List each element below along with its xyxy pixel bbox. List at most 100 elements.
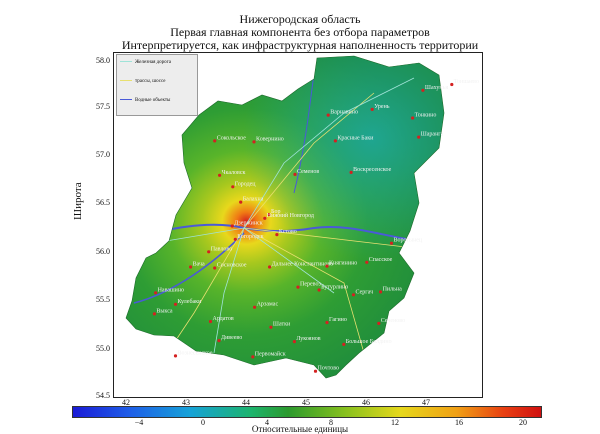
city-dot xyxy=(450,82,454,87)
city-dot xyxy=(417,135,421,139)
y-tick: 55.0 xyxy=(96,344,110,353)
x-tick: 43 xyxy=(182,398,190,407)
city-dot xyxy=(233,237,237,241)
city-dot xyxy=(154,291,158,295)
map-subtitle: Первая главная компонента без отбора пар… xyxy=(170,25,430,39)
city-label: Выкса xyxy=(156,308,173,314)
y-tick: 56.5 xyxy=(96,198,110,207)
city-dot xyxy=(218,173,222,177)
x-tick: 47 xyxy=(422,398,430,407)
colorbar xyxy=(72,406,542,418)
city-dot xyxy=(230,224,234,228)
colorbar-tick: 0 xyxy=(201,418,205,427)
city-label: Бор xyxy=(271,209,280,215)
city-dot xyxy=(421,88,425,92)
city-dot xyxy=(268,265,272,269)
region-heatmap: Тоншаево Шахунья Урень Варнавино Тонкино Шара… xyxy=(125,55,479,379)
city-label: Вознесенское xyxy=(178,350,213,356)
city-dot xyxy=(213,139,217,143)
city-label: Чкаловск xyxy=(222,170,246,176)
city-dot xyxy=(217,339,221,343)
city-label: Перевоз xyxy=(300,282,321,288)
region-border xyxy=(125,55,445,379)
city-label: Почтово xyxy=(318,366,340,372)
x-tick: 42 xyxy=(122,398,130,407)
city-label: Богородск xyxy=(237,234,263,240)
city-label: Варнавино xyxy=(330,110,358,116)
city-dot xyxy=(377,321,381,325)
city-label: Лукоянов xyxy=(296,336,320,342)
city-label: Тонкино xyxy=(415,113,437,119)
map-description: Интерпретируется, как инфраструктурная н… xyxy=(121,38,479,52)
city-label: Княгинино xyxy=(329,261,357,267)
city-dot xyxy=(269,325,273,329)
city-label: Сергач xyxy=(356,289,374,295)
city-label: Воротынец xyxy=(394,238,423,244)
y-tick: 58.0 xyxy=(96,56,110,65)
city-dot xyxy=(313,369,318,373)
colorbar-tick: 8 xyxy=(329,418,333,427)
city-dot xyxy=(351,293,356,297)
city-label: Первомайск xyxy=(255,350,286,357)
city-label: Балахна xyxy=(243,197,264,203)
city-label: Урень xyxy=(374,104,390,110)
city-dot xyxy=(379,290,383,294)
city-label: Тоншаево xyxy=(454,79,479,85)
x-tick: 46 xyxy=(362,398,370,407)
city-dot xyxy=(389,241,394,245)
city-dot xyxy=(267,212,271,217)
city-dot xyxy=(263,216,267,220)
city-label: Ардатов xyxy=(213,316,234,322)
city-label: Шахунья xyxy=(425,85,448,91)
x-tick: 44 xyxy=(242,398,250,407)
city-dot xyxy=(365,260,369,264)
y-tick: 56.0 xyxy=(96,247,110,256)
y-axis-label: Широта xyxy=(72,182,84,220)
legend: Железная дорога трассы, шоссе Водные объ… xyxy=(116,54,198,116)
city-dot xyxy=(173,302,178,306)
city-label: Красные Баки xyxy=(337,135,374,141)
y-tick: 57.0 xyxy=(96,150,110,159)
city-label: Большое Болдино xyxy=(346,339,392,345)
city-label: Кулебаки xyxy=(178,298,203,305)
city-dot xyxy=(253,305,257,309)
city-label: Шатки xyxy=(273,322,291,328)
city-label: Городец xyxy=(235,181,256,187)
city-dot xyxy=(173,354,178,358)
colorbar-tick: 12 xyxy=(391,418,399,427)
city-dot xyxy=(207,250,211,254)
city-label: Воскресенское xyxy=(353,167,391,173)
city-label: Сеченово xyxy=(381,318,405,324)
city-label: Спасское xyxy=(369,257,393,263)
legend-railway: Железная дорога xyxy=(120,60,171,65)
colorbar-tick: −4 xyxy=(134,418,144,427)
city-dot xyxy=(293,172,297,176)
y-tick: 55.5 xyxy=(96,295,110,304)
city-dot xyxy=(213,266,217,270)
city-dot xyxy=(370,107,374,111)
city-dot xyxy=(411,116,415,120)
y-tick: 54.5 xyxy=(96,391,110,400)
city-dot xyxy=(342,342,346,346)
city-label: Дивеево xyxy=(221,335,242,341)
city-label: Шарангa xyxy=(421,132,444,138)
x-tick: 45 xyxy=(302,398,310,407)
city-label: Дзержинск xyxy=(234,221,263,227)
city-label: Сосновское xyxy=(217,263,247,269)
colorbar-tick: 4 xyxy=(265,418,269,427)
city-dot xyxy=(251,355,255,359)
colorbar-tick: 16 xyxy=(455,418,463,427)
city-label: Семенов xyxy=(297,169,319,175)
legend-highways: трассы, шоссе xyxy=(120,79,165,84)
city-label: Сокольское xyxy=(217,135,247,141)
city-dot xyxy=(239,200,243,204)
city-dot xyxy=(231,185,235,189)
legend-water: Водные объекты xyxy=(120,98,170,103)
map-title: Нижегородская область xyxy=(239,12,361,26)
city-dot xyxy=(317,288,321,292)
city-dot xyxy=(296,285,300,289)
city-dot xyxy=(208,319,213,324)
city-label: Дальнее Константиново xyxy=(272,262,334,268)
map-plot-area: Тоншаево Шахунья Урень Варнавино Тонкино Шара… xyxy=(113,52,483,398)
city-dot xyxy=(252,140,256,144)
